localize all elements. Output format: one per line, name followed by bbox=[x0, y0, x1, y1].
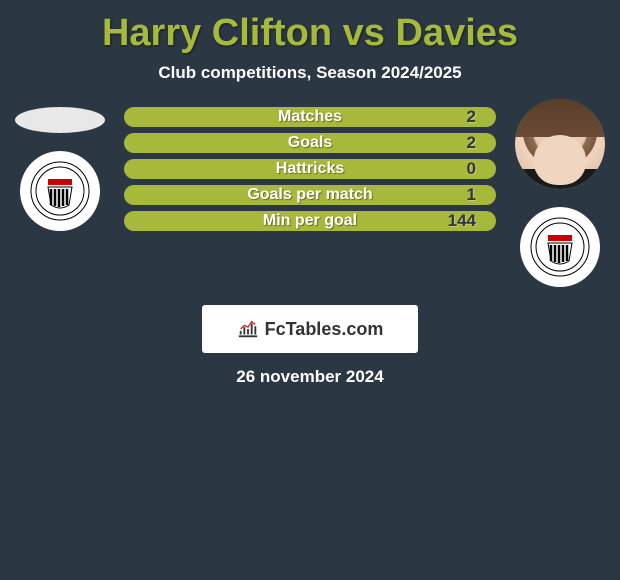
stat-value: 2 bbox=[467, 107, 476, 127]
stat-label: Goals per match bbox=[247, 186, 372, 204]
stat-label: Matches bbox=[278, 108, 342, 126]
grimsby-crest-icon bbox=[530, 217, 590, 277]
stat-bar: Hattricks 0 bbox=[124, 159, 496, 179]
brand-text: FcTables.com bbox=[265, 319, 384, 340]
player1-name: Harry Clifton bbox=[102, 12, 332, 54]
player2-club-crest bbox=[520, 207, 600, 287]
player1-club-crest bbox=[20, 151, 100, 231]
stat-label: Goals bbox=[288, 134, 332, 152]
stat-label: Min per goal bbox=[263, 212, 357, 230]
left-column bbox=[10, 107, 110, 231]
page-title: Harry Clifton vs Davies bbox=[0, 0, 620, 63]
player2-name: Davies bbox=[396, 12, 519, 54]
vs-text: vs bbox=[343, 12, 385, 54]
right-column bbox=[510, 99, 610, 287]
stat-label: Hattricks bbox=[276, 160, 344, 178]
stat-bar: Min per goal 144 bbox=[124, 211, 496, 231]
date-text: 26 november 2024 bbox=[0, 367, 620, 387]
stat-value: 2 bbox=[467, 133, 476, 153]
chart-icon bbox=[237, 318, 259, 340]
comparison-area: Matches 2 Goals 2 Hattricks 0 Goals per mat… bbox=[0, 107, 620, 287]
brand-badge[interactable]: FcTables.com bbox=[202, 305, 418, 353]
stat-bar: Goals 2 bbox=[124, 133, 496, 153]
stat-value: 0 bbox=[467, 159, 476, 179]
stat-value: 1 bbox=[467, 185, 476, 205]
stats-list: Matches 2 Goals 2 Hattricks 0 Goals per mat… bbox=[124, 107, 496, 231]
stat-bar: Goals per match 1 bbox=[124, 185, 496, 205]
player2-avatar bbox=[515, 99, 605, 189]
stat-value: 144 bbox=[448, 211, 476, 231]
stat-bar: Matches 2 bbox=[124, 107, 496, 127]
player1-avatar bbox=[15, 107, 105, 133]
grimsby-crest-icon bbox=[30, 161, 90, 221]
subtitle: Club competitions, Season 2024/2025 bbox=[0, 63, 620, 83]
